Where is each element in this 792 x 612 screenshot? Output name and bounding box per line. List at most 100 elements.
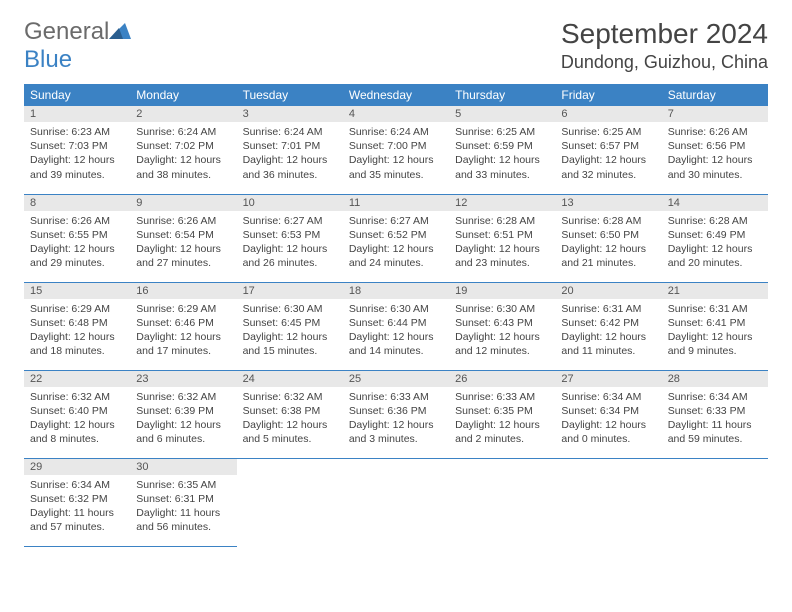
day-details: Sunrise: 6:32 AMSunset: 6:39 PMDaylight:…: [130, 387, 236, 450]
location-subtitle: Dundong, Guizhou, China: [561, 52, 768, 73]
day-number: 30: [130, 459, 236, 475]
calendar-cell: 16Sunrise: 6:29 AMSunset: 6:46 PMDayligh…: [130, 282, 236, 370]
header: GeneralBlue September 2024 Dundong, Guiz…: [24, 18, 768, 74]
day-number: 1: [24, 106, 130, 122]
calendar-week-row: 15Sunrise: 6:29 AMSunset: 6:48 PMDayligh…: [24, 282, 768, 370]
day-details: Sunrise: 6:25 AMSunset: 6:57 PMDaylight:…: [555, 122, 661, 185]
calendar-cell: 26Sunrise: 6:33 AMSunset: 6:35 PMDayligh…: [449, 370, 555, 458]
day-number: 3: [237, 106, 343, 122]
calendar-cell: 11Sunrise: 6:27 AMSunset: 6:52 PMDayligh…: [343, 194, 449, 282]
page-title: September 2024: [561, 18, 768, 50]
calendar-cell: [662, 458, 768, 546]
weekday-header-row: SundayMondayTuesdayWednesdayThursdayFrid…: [24, 84, 768, 106]
day-details: Sunrise: 6:34 AMSunset: 6:32 PMDaylight:…: [24, 475, 130, 538]
calendar-cell: 25Sunrise: 6:33 AMSunset: 6:36 PMDayligh…: [343, 370, 449, 458]
calendar-cell: 5Sunrise: 6:25 AMSunset: 6:59 PMDaylight…: [449, 106, 555, 194]
day-details: Sunrise: 6:27 AMSunset: 6:53 PMDaylight:…: [237, 211, 343, 274]
day-number: 16: [130, 283, 236, 299]
calendar-cell: 22Sunrise: 6:32 AMSunset: 6:40 PMDayligh…: [24, 370, 130, 458]
day-number: 23: [130, 371, 236, 387]
calendar-cell: 15Sunrise: 6:29 AMSunset: 6:48 PMDayligh…: [24, 282, 130, 370]
day-details: Sunrise: 6:28 AMSunset: 6:50 PMDaylight:…: [555, 211, 661, 274]
calendar-table: SundayMondayTuesdayWednesdayThursdayFrid…: [24, 84, 768, 547]
day-details: Sunrise: 6:24 AMSunset: 7:02 PMDaylight:…: [130, 122, 236, 185]
day-details: Sunrise: 6:33 AMSunset: 6:35 PMDaylight:…: [449, 387, 555, 450]
day-details: Sunrise: 6:29 AMSunset: 6:46 PMDaylight:…: [130, 299, 236, 362]
calendar-week-row: 8Sunrise: 6:26 AMSunset: 6:55 PMDaylight…: [24, 194, 768, 282]
day-details: Sunrise: 6:23 AMSunset: 7:03 PMDaylight:…: [24, 122, 130, 185]
calendar-cell: 12Sunrise: 6:28 AMSunset: 6:51 PMDayligh…: [449, 194, 555, 282]
calendar-week-row: 22Sunrise: 6:32 AMSunset: 6:40 PMDayligh…: [24, 370, 768, 458]
calendar-cell: 3Sunrise: 6:24 AMSunset: 7:01 PMDaylight…: [237, 106, 343, 194]
brand-part2: Blue: [24, 46, 72, 73]
day-details: Sunrise: 6:28 AMSunset: 6:49 PMDaylight:…: [662, 211, 768, 274]
brand-logo: GeneralBlue: [24, 18, 131, 74]
day-number: 19: [449, 283, 555, 299]
calendar-cell: 4Sunrise: 6:24 AMSunset: 7:00 PMDaylight…: [343, 106, 449, 194]
title-block: September 2024 Dundong, Guizhou, China: [561, 18, 768, 73]
day-number: 12: [449, 195, 555, 211]
weekday-header: Thursday: [449, 84, 555, 106]
weekday-header: Monday: [130, 84, 236, 106]
calendar-cell: 27Sunrise: 6:34 AMSunset: 6:34 PMDayligh…: [555, 370, 661, 458]
day-number: 11: [343, 195, 449, 211]
day-number: 2: [130, 106, 236, 122]
day-details: Sunrise: 6:31 AMSunset: 6:41 PMDaylight:…: [662, 299, 768, 362]
calendar-cell: 24Sunrise: 6:32 AMSunset: 6:38 PMDayligh…: [237, 370, 343, 458]
calendar-cell: 23Sunrise: 6:32 AMSunset: 6:39 PMDayligh…: [130, 370, 236, 458]
calendar-cell: [555, 458, 661, 546]
day-number: 10: [237, 195, 343, 211]
weekday-header: Tuesday: [237, 84, 343, 106]
calendar-cell: 18Sunrise: 6:30 AMSunset: 6:44 PMDayligh…: [343, 282, 449, 370]
day-number: 14: [662, 195, 768, 211]
day-number: 20: [555, 283, 661, 299]
calendar-week-row: 1Sunrise: 6:23 AMSunset: 7:03 PMDaylight…: [24, 106, 768, 194]
day-details: Sunrise: 6:33 AMSunset: 6:36 PMDaylight:…: [343, 387, 449, 450]
weekday-header: Wednesday: [343, 84, 449, 106]
day-details: Sunrise: 6:26 AMSunset: 6:56 PMDaylight:…: [662, 122, 768, 185]
calendar-cell: 29Sunrise: 6:34 AMSunset: 6:32 PMDayligh…: [24, 458, 130, 546]
day-number: 13: [555, 195, 661, 211]
weekday-header: Friday: [555, 84, 661, 106]
day-details: Sunrise: 6:25 AMSunset: 6:59 PMDaylight:…: [449, 122, 555, 185]
calendar-cell: 1Sunrise: 6:23 AMSunset: 7:03 PMDaylight…: [24, 106, 130, 194]
day-details: Sunrise: 6:24 AMSunset: 7:01 PMDaylight:…: [237, 122, 343, 185]
day-number: 26: [449, 371, 555, 387]
day-details: Sunrise: 6:30 AMSunset: 6:43 PMDaylight:…: [449, 299, 555, 362]
weekday-header: Saturday: [662, 84, 768, 106]
calendar-cell: [237, 458, 343, 546]
calendar-cell: 9Sunrise: 6:26 AMSunset: 6:54 PMDaylight…: [130, 194, 236, 282]
day-details: Sunrise: 6:26 AMSunset: 6:54 PMDaylight:…: [130, 211, 236, 274]
day-details: Sunrise: 6:26 AMSunset: 6:55 PMDaylight:…: [24, 211, 130, 274]
day-details: Sunrise: 6:31 AMSunset: 6:42 PMDaylight:…: [555, 299, 661, 362]
calendar-cell: 8Sunrise: 6:26 AMSunset: 6:55 PMDaylight…: [24, 194, 130, 282]
day-details: Sunrise: 6:29 AMSunset: 6:48 PMDaylight:…: [24, 299, 130, 362]
calendar-cell: 7Sunrise: 6:26 AMSunset: 6:56 PMDaylight…: [662, 106, 768, 194]
day-number: 8: [24, 195, 130, 211]
day-number: 24: [237, 371, 343, 387]
brand-part1: General: [24, 18, 109, 45]
calendar-cell: 19Sunrise: 6:30 AMSunset: 6:43 PMDayligh…: [449, 282, 555, 370]
calendar-cell: 13Sunrise: 6:28 AMSunset: 6:50 PMDayligh…: [555, 194, 661, 282]
day-number: 25: [343, 371, 449, 387]
day-number: 28: [662, 371, 768, 387]
calendar-cell: 10Sunrise: 6:27 AMSunset: 6:53 PMDayligh…: [237, 194, 343, 282]
day-number: 5: [449, 106, 555, 122]
day-number: 22: [24, 371, 130, 387]
day-details: Sunrise: 6:32 AMSunset: 6:38 PMDaylight:…: [237, 387, 343, 450]
day-number: 9: [130, 195, 236, 211]
day-details: Sunrise: 6:35 AMSunset: 6:31 PMDaylight:…: [130, 475, 236, 538]
day-number: 6: [555, 106, 661, 122]
calendar-cell: 20Sunrise: 6:31 AMSunset: 6:42 PMDayligh…: [555, 282, 661, 370]
day-details: Sunrise: 6:34 AMSunset: 6:34 PMDaylight:…: [555, 387, 661, 450]
calendar-cell: 6Sunrise: 6:25 AMSunset: 6:57 PMDaylight…: [555, 106, 661, 194]
calendar-cell: [449, 458, 555, 546]
calendar-cell: 14Sunrise: 6:28 AMSunset: 6:49 PMDayligh…: [662, 194, 768, 282]
calendar-cell: 17Sunrise: 6:30 AMSunset: 6:45 PMDayligh…: [237, 282, 343, 370]
day-number: 17: [237, 283, 343, 299]
day-number: 18: [343, 283, 449, 299]
weekday-header: Sunday: [24, 84, 130, 106]
calendar-body: 1Sunrise: 6:23 AMSunset: 7:03 PMDaylight…: [24, 106, 768, 546]
day-number: 4: [343, 106, 449, 122]
day-details: Sunrise: 6:27 AMSunset: 6:52 PMDaylight:…: [343, 211, 449, 274]
